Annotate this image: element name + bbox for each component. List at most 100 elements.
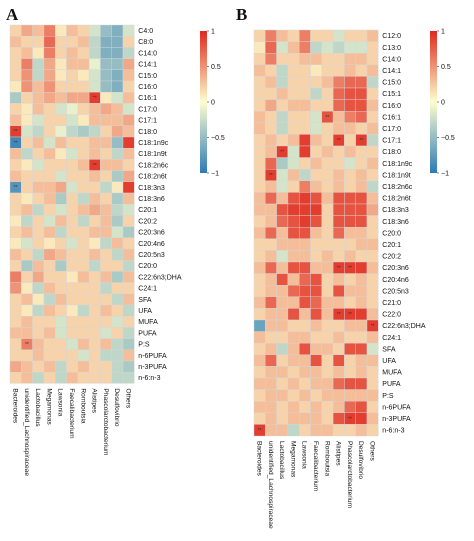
heatmap-cell [9, 304, 22, 317]
heatmap-cell [9, 69, 22, 82]
heatmap-cell [66, 136, 79, 149]
heatmap-cell [43, 103, 56, 115]
heatmap-cell [355, 238, 368, 251]
heatmap-cell [122, 349, 135, 362]
heatmap-cell [310, 261, 323, 274]
heatmap-cell [355, 180, 368, 193]
heatmap-cell [321, 296, 334, 309]
heatmap-cell [21, 192, 33, 205]
heatmap-cell [111, 159, 124, 171]
heatmap-cell [77, 293, 90, 306]
heatmap-cell [122, 114, 135, 126]
heatmap-cell [253, 180, 266, 193]
heatmap-cell [265, 122, 277, 135]
heatmap-cell [344, 296, 356, 309]
heatmap-cell [100, 360, 112, 373]
heatmap-cell [253, 168, 266, 181]
heatmap-cell [88, 338, 101, 351]
heatmap-cell [310, 145, 323, 158]
heatmap-cell [100, 36, 112, 48]
heatmap-cell [299, 401, 311, 414]
heatmap-cell [9, 293, 22, 306]
heatmap-cell [321, 366, 334, 379]
heatmap-cell [111, 114, 124, 126]
heatmap-cell [366, 99, 379, 112]
heatmap-cell [9, 103, 22, 115]
heatmap-cell [276, 389, 289, 402]
heatmap-cell [253, 110, 266, 123]
heatmap-cell [332, 296, 345, 309]
heatmap-cell [32, 80, 45, 93]
heatmap-cell [276, 366, 289, 379]
heatmap-cell [265, 296, 277, 309]
significance-marker: ** [25, 342, 29, 348]
heatmap-cell [88, 47, 101, 59]
heatmap-cell [265, 180, 277, 193]
column-label: Lawsonia [301, 441, 308, 469]
heatmap-cell [66, 237, 79, 250]
heatmap-cell [287, 145, 300, 158]
heatmap-cell [77, 360, 90, 373]
row-label: C14:0 [382, 56, 401, 63]
heatmap-cell [100, 226, 112, 239]
row-label: C18:3n6 [138, 196, 165, 203]
heatmap-cell [77, 338, 90, 351]
heatmap-cell [321, 401, 334, 414]
heatmap-cell [344, 180, 356, 193]
heatmap-cell [122, 293, 135, 306]
heatmap-cell [43, 159, 56, 171]
heatmap-cell [265, 261, 277, 274]
heatmap-cell [310, 134, 323, 147]
heatmap-cell [100, 91, 112, 104]
heatmap-cell [100, 293, 112, 306]
heatmap-cell [265, 226, 277, 239]
heatmap-cell [366, 296, 379, 309]
row-label: n-3PUFA [138, 364, 167, 371]
heatmap-cell [77, 282, 90, 295]
heatmap-cell [287, 273, 300, 286]
heatmap-cell [344, 377, 356, 390]
heatmap-cell [344, 99, 356, 112]
significance-marker: ** [93, 163, 97, 169]
heatmap-cell [100, 237, 112, 250]
heatmap-panel-a: A C4:0 C8:0 C14:0 C14:1 C15:0 C16:0 C16:1 C17:0 C… [6, 5, 225, 476]
heatmap-cell [299, 87, 311, 100]
heatmap-cell [276, 168, 289, 181]
heatmap-cell [265, 377, 277, 390]
heatmap-cell [287, 238, 300, 251]
heatmap-cell [321, 76, 334, 89]
heatmap-cell [366, 331, 379, 344]
heatmap-cell [276, 424, 289, 437]
heatmap-cell [265, 389, 277, 402]
heatmap-cell [66, 91, 79, 104]
heatmap-cell [122, 316, 135, 328]
heatmap-cell [265, 285, 277, 298]
heatmap-cell [321, 250, 334, 263]
heatmap-cell [100, 338, 112, 351]
heatmap-cell [9, 159, 22, 171]
significance-marker: ** [337, 138, 341, 144]
heatmap-cell [66, 260, 79, 272]
heatmap-cell [111, 192, 124, 205]
row-label: C8:0 [138, 39, 153, 46]
row-label: C12:0 [382, 33, 401, 40]
row-label: C18:3n3 [138, 185, 165, 192]
heatmap-cell [77, 226, 90, 239]
heatmap-cell [66, 282, 79, 295]
row-label: n-6:n-3 [138, 375, 160, 382]
heatmap-cell [310, 366, 323, 379]
row-label: C18:1n9c [138, 140, 168, 147]
heatmap-cell [122, 327, 135, 339]
heatmap-cell [366, 238, 379, 251]
panel-letter: A [6, 5, 19, 24]
heatmap-cell [287, 412, 300, 425]
heatmap-cell [355, 76, 368, 89]
heatmap-cell [253, 87, 266, 100]
heatmap-cell [253, 273, 266, 286]
heatmap-cell [77, 372, 90, 384]
heatmap-cell [43, 248, 56, 261]
heatmap-cell [253, 331, 266, 344]
heatmap-cell [100, 271, 112, 283]
heatmap-cell [344, 354, 356, 367]
heatmap-cell [299, 296, 311, 309]
